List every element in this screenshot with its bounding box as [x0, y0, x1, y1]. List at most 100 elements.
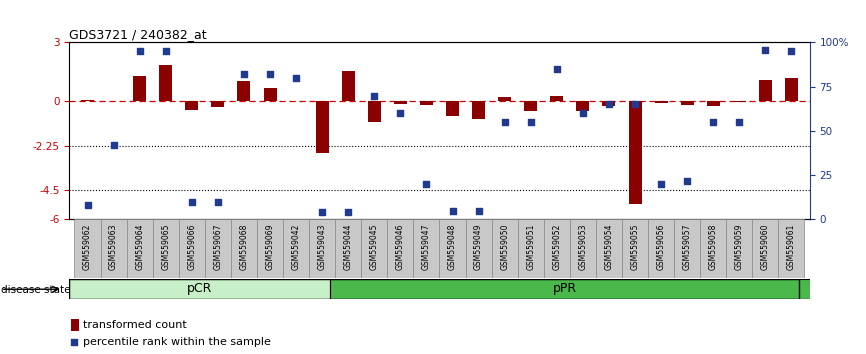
Bar — [335, 219, 361, 278]
Bar — [394, 102, 407, 104]
Bar — [603, 102, 616, 107]
Bar — [100, 219, 126, 278]
Bar — [785, 78, 798, 102]
Text: GSM559044: GSM559044 — [344, 224, 352, 270]
Bar — [446, 102, 459, 116]
Bar — [330, 279, 818, 299]
Point — [472, 208, 486, 213]
Bar — [237, 81, 250, 102]
Bar — [753, 219, 779, 278]
Point — [132, 48, 146, 54]
Bar — [368, 102, 381, 122]
Bar — [361, 219, 387, 278]
Text: GDS3721 / 240382_at: GDS3721 / 240382_at — [69, 28, 207, 41]
Bar — [570, 219, 596, 278]
Bar — [413, 219, 439, 278]
Bar — [498, 97, 511, 102]
Text: GSM559068: GSM559068 — [240, 224, 249, 270]
Bar — [492, 219, 518, 278]
Bar — [159, 65, 172, 102]
Text: disease state: disease state — [1, 285, 70, 295]
Text: GSM559042: GSM559042 — [292, 224, 301, 270]
Point — [681, 178, 695, 183]
Bar — [205, 219, 231, 278]
Bar — [211, 102, 224, 107]
Bar — [577, 102, 590, 111]
Point — [68, 339, 81, 344]
Bar — [133, 76, 146, 102]
Point — [524, 119, 538, 125]
Point — [733, 119, 746, 125]
Bar — [178, 219, 205, 278]
Text: GSM559060: GSM559060 — [761, 224, 770, 270]
Point — [419, 181, 433, 187]
Bar — [466, 219, 492, 278]
Text: GSM559053: GSM559053 — [578, 224, 587, 270]
Bar — [655, 102, 668, 103]
Text: GSM559048: GSM559048 — [448, 224, 457, 270]
Bar — [439, 219, 466, 278]
Point — [446, 208, 460, 213]
Point — [498, 119, 512, 125]
Point — [289, 75, 303, 81]
Point — [184, 199, 198, 205]
Text: GSM559046: GSM559046 — [396, 224, 405, 270]
Text: GSM559066: GSM559066 — [187, 224, 197, 270]
Bar — [524, 102, 537, 111]
Point — [263, 72, 277, 77]
Bar — [283, 219, 309, 278]
Point — [211, 199, 225, 205]
Bar — [759, 80, 772, 102]
Text: GSM559050: GSM559050 — [501, 224, 509, 270]
Bar — [81, 101, 94, 102]
Text: GSM559069: GSM559069 — [266, 224, 275, 270]
Bar — [701, 219, 727, 278]
Point — [341, 210, 355, 215]
Point — [237, 72, 251, 77]
Point — [393, 110, 407, 116]
Bar — [69, 279, 330, 299]
Bar — [472, 102, 485, 119]
Point — [785, 48, 798, 54]
Point — [707, 119, 721, 125]
Text: GSM559059: GSM559059 — [735, 224, 744, 270]
Text: GSM559063: GSM559063 — [109, 224, 118, 270]
Bar — [707, 102, 720, 107]
Text: GSM559057: GSM559057 — [682, 224, 692, 270]
Bar — [126, 219, 152, 278]
Bar — [596, 219, 622, 278]
Bar — [648, 219, 674, 278]
Point — [759, 47, 772, 52]
Bar — [629, 102, 642, 204]
Bar — [257, 219, 283, 278]
Point — [367, 93, 381, 98]
Text: GSM559067: GSM559067 — [213, 224, 223, 270]
Bar — [779, 219, 805, 278]
Bar — [309, 219, 335, 278]
Text: GSM559052: GSM559052 — [553, 224, 561, 270]
Text: GSM559045: GSM559045 — [370, 224, 378, 270]
Point — [315, 210, 329, 215]
Text: GSM559064: GSM559064 — [135, 224, 144, 270]
Bar — [263, 88, 276, 102]
Bar — [420, 102, 433, 105]
Bar — [544, 219, 570, 278]
Bar — [342, 71, 355, 102]
Point — [107, 142, 120, 148]
Text: GSM559056: GSM559056 — [656, 224, 666, 270]
Bar — [622, 219, 648, 278]
Bar — [185, 102, 198, 110]
Bar — [231, 219, 257, 278]
Point — [81, 202, 94, 208]
Bar — [727, 219, 753, 278]
Bar — [387, 219, 413, 278]
Point — [628, 102, 642, 107]
Bar — [518, 219, 544, 278]
Text: GSM559058: GSM559058 — [708, 224, 718, 270]
Text: GSM559055: GSM559055 — [630, 224, 639, 270]
Point — [158, 48, 172, 54]
Point — [550, 66, 564, 72]
Text: GSM559051: GSM559051 — [527, 224, 535, 270]
Bar — [315, 102, 329, 153]
Bar — [71, 319, 80, 331]
